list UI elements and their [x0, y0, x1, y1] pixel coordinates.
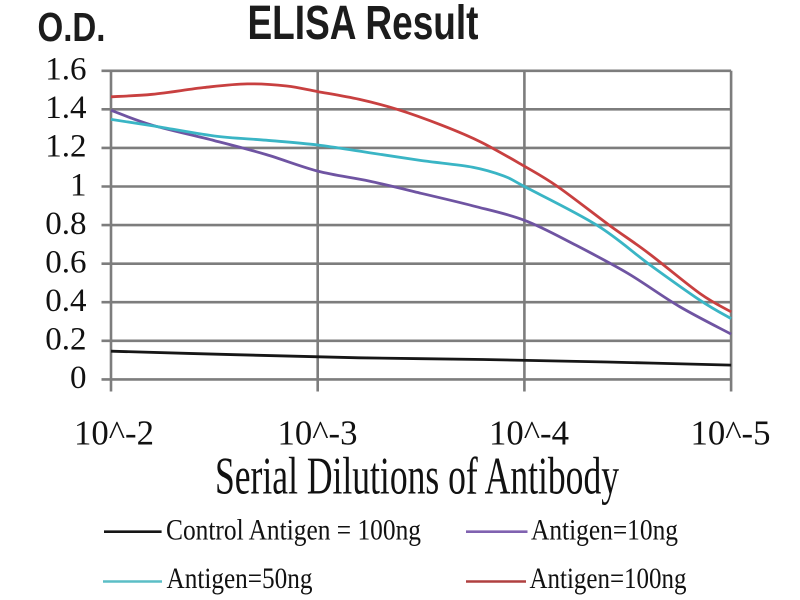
- svg-text:10^-4: 10^-4: [489, 414, 569, 453]
- svg-text:0.6: 0.6: [45, 245, 86, 281]
- svg-text:1.2: 1.2: [45, 129, 86, 165]
- svg-text:1.6: 1.6: [45, 52, 86, 88]
- svg-text:1.4: 1.4: [45, 90, 86, 126]
- svg-text:1: 1: [70, 167, 87, 203]
- svg-text:Control Antigen = 100ng: Control Antigen = 100ng: [166, 514, 421, 547]
- svg-text:Serial Dilutions of Antibody: Serial Dilutions of Antibody: [215, 448, 619, 506]
- svg-text:Antigen=50ng: Antigen=50ng: [167, 562, 313, 595]
- svg-text:O.D.: O.D.: [38, 4, 106, 50]
- svg-text:10^-5: 10^-5: [691, 414, 771, 453]
- svg-text:Antigen=10ng: Antigen=10ng: [531, 514, 678, 547]
- svg-text:0.8: 0.8: [45, 206, 86, 242]
- svg-text:10^-2: 10^-2: [74, 414, 154, 453]
- svg-text:0.2: 0.2: [45, 322, 86, 358]
- svg-text:ELISA Result: ELISA Result: [248, 0, 479, 50]
- svg-text:0: 0: [70, 360, 87, 396]
- svg-text:0.4: 0.4: [45, 283, 86, 319]
- svg-text:Antigen=100ng: Antigen=100ng: [530, 562, 687, 595]
- svg-text:10^-3: 10^-3: [278, 414, 358, 453]
